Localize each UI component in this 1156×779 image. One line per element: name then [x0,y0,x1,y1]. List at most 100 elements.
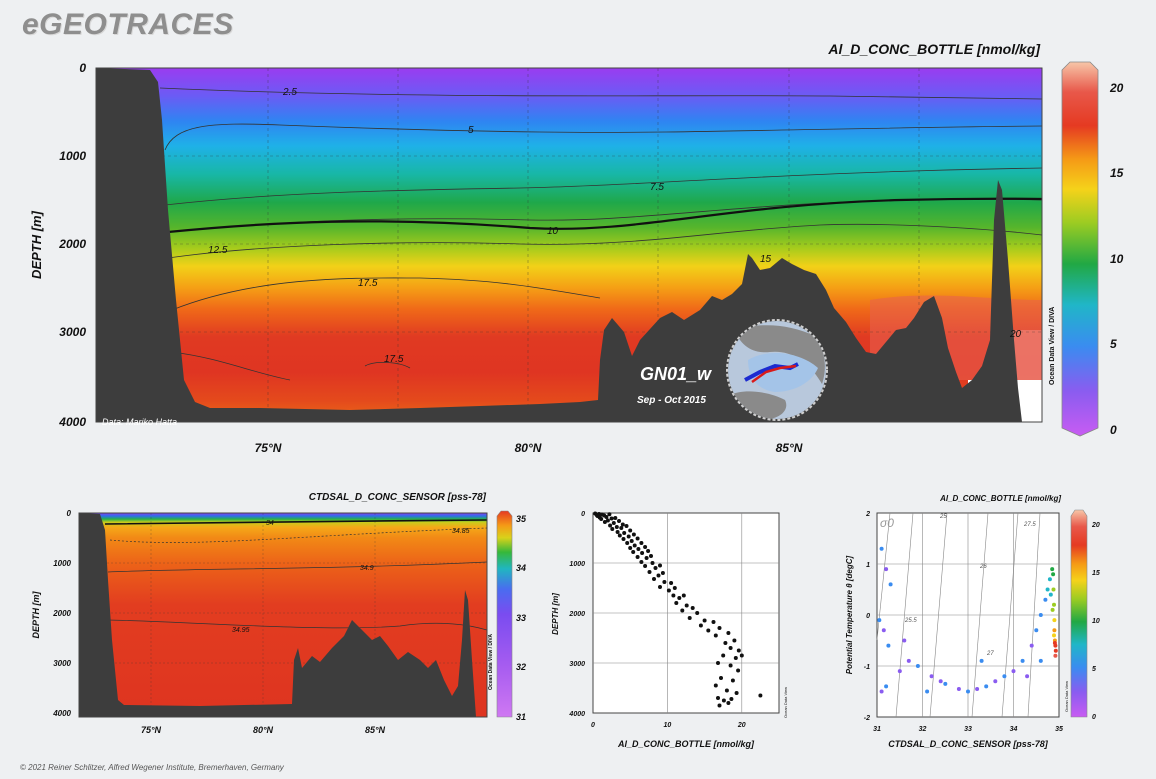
main-x-tick: 80°N [515,441,542,455]
contour-label: 34.9 [360,565,374,572]
scatter-point [653,566,658,570]
scatter-point [739,653,744,658]
date-label: Sep - Oct 2015 [637,395,706,406]
scatter-point [702,618,707,623]
scatter-point [662,580,667,584]
al-depth-x-ticks: 0 10 20 [591,722,746,729]
ts-scatter-plot: 25 25.5 26 27 27.5 σ0 Al_D_CONC_BOTTLE [… [845,494,1100,749]
colorbar-tick: 20 [1109,81,1124,95]
contour-label: 15 [760,254,772,265]
isopycnal-label: 25.5 [904,618,917,624]
colorbar-tick: 10 [1092,618,1100,625]
contour-label: 34.95 [232,627,250,634]
scatter-point [993,679,998,684]
ts-colorbar: 20 15 10 5 0 [1070,509,1100,721]
scatter-point [717,703,722,708]
colorbar-tick: 35 [516,514,527,524]
scatter-point [628,546,633,550]
scatter-point [956,687,961,691]
al-depth-scatter-plot: DEPTH [m] 0 1000 2000 3000 4000 0 10 20 … [551,511,788,749]
scatter-point [721,653,726,658]
scatter-point [605,518,610,523]
scatter-point [729,697,734,701]
scatter-point [713,633,718,638]
scatter-point [613,516,618,520]
al-depth-y-tick: 4000 [568,711,585,718]
colorbar-tick: 33 [516,613,526,623]
scatter-point [672,586,677,590]
scatter-point [723,641,728,645]
colorbar-tick: 31 [516,712,526,722]
salinity-chart-title: CTDSAL_D_CONC_SENSOR [pss-78] [309,492,487,503]
scatter-point [879,689,884,694]
scatter-point [624,524,629,528]
section-label: GN01_w [640,364,712,384]
colorbar-tick: 20 [1091,522,1100,529]
ts-x-tick: 32 [919,726,927,733]
ts-y-axis-label: Potential Temperature θ [degC] [845,555,854,674]
scatter-point [716,696,720,700]
scatter-point [877,618,882,623]
scatter-point [943,681,948,686]
salinity-y-tick: 2000 [52,609,71,618]
ts-x-axis-label: CTDSAL_D_CONC_SENSOR [pss-78] [888,739,1049,749]
main-x-ticks: 75°N 80°N 85°N [255,441,803,455]
contour-label: 17.5 [358,278,378,289]
scatter-point [1052,602,1056,607]
scatter-point [640,551,645,555]
scatter-point [632,543,637,548]
isopycnals [876,512,1041,718]
colorbar-tick: 10 [1110,252,1124,266]
main-y-tick: 3000 [59,325,86,339]
scatter-point [639,541,644,545]
scatter-point [1043,597,1048,602]
scatter-point [609,516,614,521]
scatter-point [607,512,612,517]
ts-chart-title: Al_D_CONC_BOTTLE [nmol/kg] [939,494,1061,503]
scatter-point [1048,592,1053,597]
scatter-point [736,648,741,653]
scatter-point [925,689,930,694]
contour-label: 34.85 [452,528,470,535]
scatter-point [726,701,731,705]
main-section-plot: 2.5 5 7.5 10 12.5 17.5 17.5 15 20 Data: … [29,41,1124,455]
al-depth-y-tick: 0 [581,511,585,518]
main-contour-labels: 2.5 5 7.5 10 12.5 17.5 17.5 15 20 [208,87,1022,365]
scatter-point [726,631,731,635]
scatter-point [660,571,665,575]
scatter-point [617,533,622,538]
scatter-point [906,658,911,663]
main-y-tick: 4000 [58,415,86,429]
scatter-point [1038,613,1043,617]
main-y-tick: 0 [79,61,86,75]
scatter-point [658,585,662,589]
scatter-point [622,531,627,535]
salinity-y-axis-label: DEPTH [m] [31,590,41,638]
main-y-tick: 2000 [58,237,86,251]
scatter-point [881,628,886,633]
contour-label: 20 [1009,329,1022,340]
scatter-point [621,537,626,541]
main-chart-title: Al_D_CONC_BOTTLE [nmol/kg] [827,41,1041,57]
scatter-point [1052,641,1057,645]
main-colorbar: 20 15 10 5 0 [1061,61,1124,437]
scatter-point [879,546,884,551]
scatter-point [1045,587,1050,592]
colorbar-tick: 32 [516,662,526,672]
ts-y-tick: 0 [866,613,870,620]
scatter-point [695,611,700,615]
scatter-point [1052,618,1057,623]
scatter-point [602,520,607,524]
scatter-point [635,536,640,541]
salinity-y-tick: 1000 [53,559,71,568]
ts-y-tick: -2 [864,715,870,722]
ts-x-ticks: 31 32 33 34 35 [873,726,1063,733]
scatter-point [626,534,631,539]
scatter-point [1053,653,1058,658]
colorbar-tick: 15 [1092,570,1100,577]
scatter-point [687,616,692,620]
scatter-point [684,603,689,608]
salinity-y-tick: 0 [67,509,72,518]
scatter-point [680,608,685,613]
